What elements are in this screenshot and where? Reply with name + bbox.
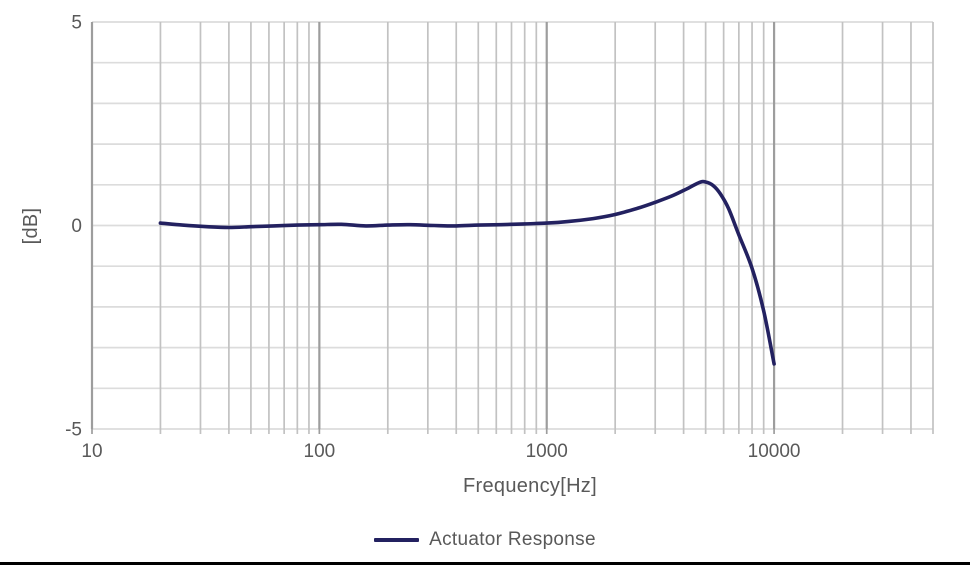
x-axis-title: Frequency[Hz] [463,475,597,497]
x-axis-ticks [91,429,934,434]
x-tick-label: 10000 [748,441,801,462]
actuator-response-line [158,179,776,366]
legend-line-swatch [374,538,420,542]
x-tick-label: 100 [304,441,336,462]
y-tick-label: 0 [71,216,82,237]
legend: Actuator Response [0,527,970,553]
tick-labels: 10 100 1000 10000 5 0 -5 [65,13,800,463]
y-axis-title: [dB] [20,208,42,245]
plot-canvas: 10 100 1000 10000 5 0 -5 Frequency[Hz] [dB] [20,13,934,497]
x-tick-label: 10 [81,441,102,462]
bottom-border-line [0,562,970,565]
y-tick-label: 5 [71,13,82,34]
legend-label: Actuator Response [429,529,596,550]
x-tick-label: 1000 [526,441,568,462]
y-tick-label: -5 [65,420,82,441]
